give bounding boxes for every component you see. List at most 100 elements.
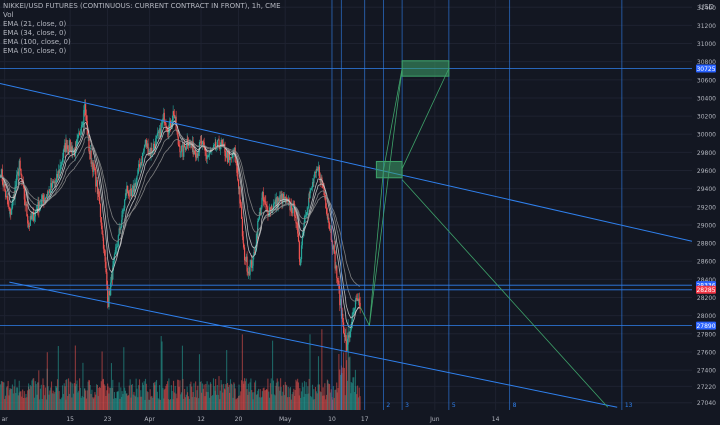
candle-body — [99, 203, 102, 218]
volume-bar — [141, 396, 143, 410]
trendline-0 — [0, 82, 693, 242]
volume-bar — [270, 378, 272, 410]
candle-body — [184, 147, 187, 150]
volume-bar — [286, 385, 288, 410]
volume-bar — [145, 383, 147, 410]
volume-bar — [358, 387, 360, 410]
candle-body — [81, 125, 83, 128]
volume-bar — [48, 394, 50, 410]
candle-body — [33, 211, 35, 221]
volume-bar — [283, 395, 286, 410]
candle-body — [105, 261, 107, 273]
candle-body — [138, 164, 141, 167]
candle-body — [265, 201, 267, 205]
price-tick-label: 28000 — [697, 313, 716, 320]
price-tick-label: 29800 — [697, 150, 716, 157]
volume-bar — [352, 377, 354, 410]
volume-bar — [42, 378, 44, 410]
candle-body — [0, 176, 2, 178]
volume-bar — [158, 385, 161, 410]
volume-bar — [41, 398, 43, 410]
candle-body — [1, 169, 3, 182]
candle-body — [331, 246, 334, 250]
legend-volume[interactable]: Vol — [3, 11, 14, 19]
volume-bar — [102, 378, 104, 410]
candle-body — [208, 154, 210, 156]
projection-line-4 — [401, 68, 450, 169]
volume-bar — [58, 391, 60, 410]
candle-body — [125, 193, 127, 195]
volume-bar — [274, 395, 276, 410]
volume-bar — [28, 383, 30, 410]
volume-bar — [327, 380, 329, 410]
volume-bar — [152, 383, 155, 410]
candle-body — [293, 203, 295, 205]
candle-body — [52, 181, 54, 183]
volume-bar — [160, 336, 162, 410]
volume-bar — [248, 391, 250, 410]
volume-bar — [346, 380, 348, 410]
volume-bar — [302, 387, 304, 410]
legend-ema-100[interactable]: EMA (100, close, 0) — [3, 38, 71, 46]
volume-bar — [61, 397, 63, 410]
candle-body — [299, 259, 301, 266]
candle-body — [130, 189, 132, 191]
candle-body — [285, 197, 287, 203]
volume-bar — [4, 399, 6, 410]
volume-bar — [294, 390, 296, 410]
candle-body — [215, 142, 217, 149]
volume-bar — [291, 394, 293, 410]
candle-body — [255, 246, 257, 253]
candle-body — [124, 199, 126, 208]
candle-body — [98, 189, 100, 197]
volume-bar — [300, 391, 303, 410]
candle-body — [311, 182, 314, 188]
candle-body — [137, 169, 139, 176]
legend-ema-50[interactable]: EMA (50, close, 0) — [3, 47, 67, 55]
candle-body — [266, 204, 268, 208]
legend-ema-21[interactable]: EMA (21, close, 0) — [3, 20, 67, 28]
price-tick-label: 29000 — [697, 222, 716, 229]
candle-body — [267, 210, 269, 216]
candle-body — [177, 132, 179, 137]
candle-body — [86, 120, 88, 135]
volume-bar — [19, 391, 21, 410]
candle-body — [90, 150, 92, 164]
volume-bar — [116, 391, 118, 410]
volume-bar — [243, 378, 246, 410]
candle-body — [355, 297, 357, 300]
candle-body — [359, 302, 361, 309]
volume-bar — [85, 390, 87, 410]
candle-body — [223, 144, 225, 146]
candle-body — [261, 191, 264, 198]
volume-bar — [21, 396, 23, 410]
candle-body — [278, 198, 280, 202]
volume-bar — [30, 386, 32, 410]
volume-bar — [234, 388, 236, 410]
candle-body — [91, 162, 93, 164]
time-tick-label: 17 — [361, 416, 369, 423]
volume-bar — [174, 385, 176, 410]
volume-bar — [323, 395, 325, 410]
legend-ema-34[interactable]: EMA (34, close, 0) — [3, 29, 67, 37]
volume-bar — [155, 381, 157, 410]
candle-body — [20, 168, 22, 175]
volume-bar — [35, 384, 37, 410]
candle-body — [161, 123, 163, 125]
volume-bar — [206, 381, 208, 410]
volume-bar — [328, 384, 331, 410]
volume-bar — [357, 385, 359, 410]
volume-bar — [127, 395, 129, 410]
volume-bar — [52, 390, 54, 410]
volume-bar — [110, 363, 113, 410]
volume-bar — [53, 393, 55, 410]
candle-body — [155, 138, 157, 149]
volume-bar — [210, 383, 212, 410]
candle-body — [14, 186, 16, 200]
volume-bar — [85, 398, 87, 410]
candle-body — [35, 210, 37, 212]
candle-body — [205, 151, 207, 155]
volume-bar — [113, 398, 115, 410]
candle-body — [19, 160, 21, 169]
